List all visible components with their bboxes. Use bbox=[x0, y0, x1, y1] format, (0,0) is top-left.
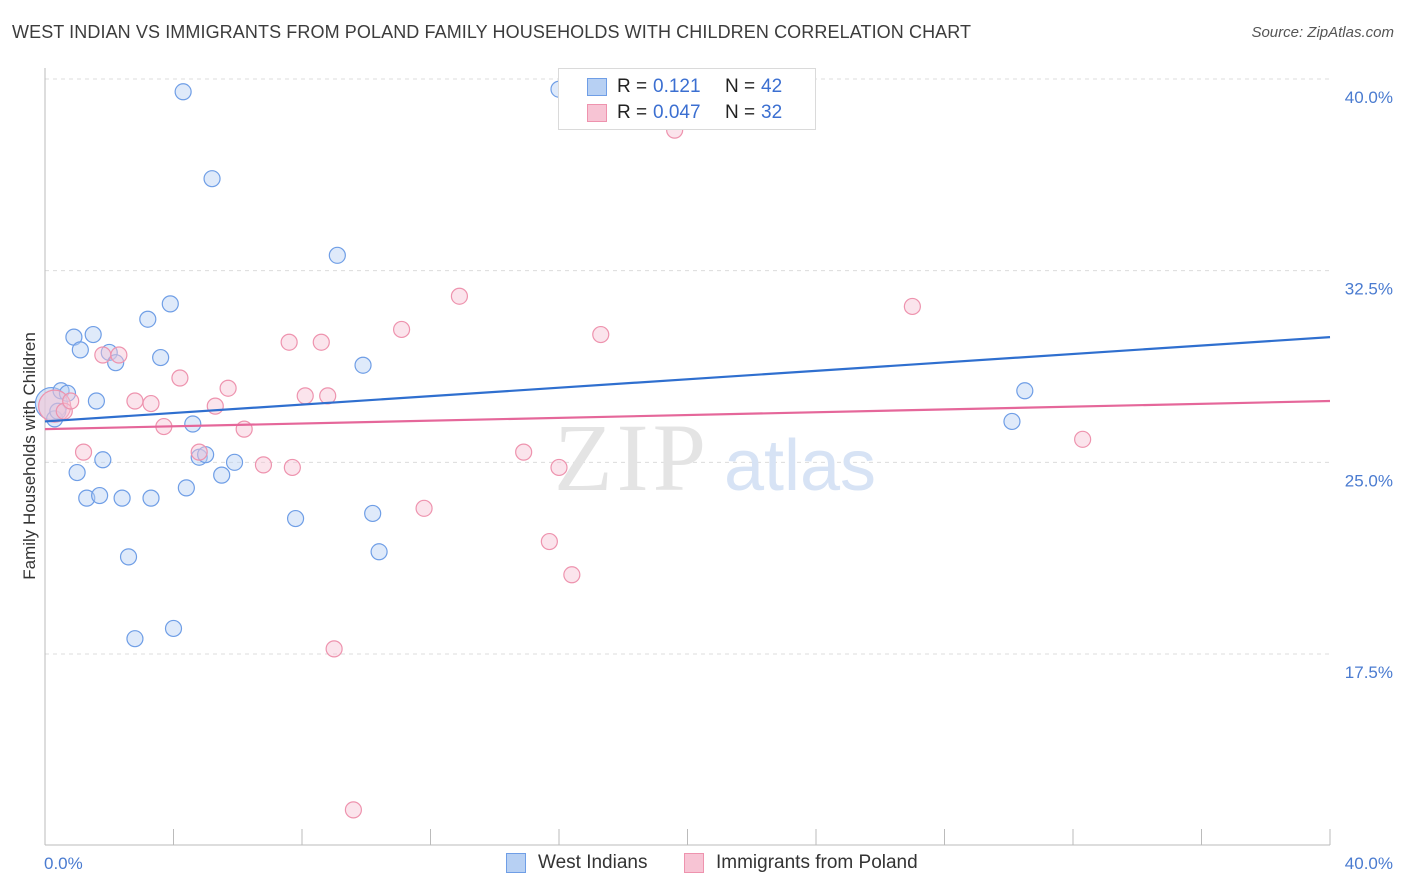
y-tick-label: 25.0% bbox=[1345, 471, 1393, 490]
gridlines bbox=[45, 78, 1330, 655]
poland-point bbox=[94, 346, 112, 364]
west-indians-point bbox=[370, 543, 388, 561]
poland-point bbox=[296, 387, 314, 405]
poland-point bbox=[254, 456, 273, 474]
legend-item-west-indians[interactable]: West Indians bbox=[506, 852, 647, 874]
x-tick-label: 0.0% bbox=[44, 854, 83, 873]
r-value: 0.121 bbox=[653, 76, 701, 97]
r-label: R = bbox=[617, 102, 648, 123]
poland-point bbox=[415, 499, 433, 517]
watermark: ZIP atlas bbox=[554, 404, 876, 511]
poland-point bbox=[74, 443, 93, 461]
series-legend: West Indians Immigrants from Poland bbox=[0, 852, 1406, 878]
poland-trend-line bbox=[44, 399, 1331, 431]
west-indians-point bbox=[174, 83, 192, 101]
n-value: 42 bbox=[761, 76, 783, 97]
west-indians-point bbox=[126, 630, 144, 648]
west-indians-point bbox=[152, 348, 170, 367]
poland-point bbox=[392, 320, 411, 339]
stats-legend-row-poland: R = 0.047 N = 32 bbox=[559, 100, 782, 126]
west-indians-trend-line bbox=[44, 336, 1331, 423]
poland-point bbox=[1074, 430, 1092, 448]
legend-label-west-indians: West Indians bbox=[538, 852, 648, 873]
n-label: N = bbox=[725, 76, 756, 97]
poland-point bbox=[592, 325, 610, 344]
stats-legend-row-west-indians: R = 0.121 N = 42 bbox=[559, 74, 782, 100]
poland-point bbox=[903, 297, 921, 316]
r-value: 0.047 bbox=[653, 102, 701, 123]
y-tick-label: 17.5% bbox=[1345, 663, 1393, 682]
west-indians-point bbox=[68, 463, 86, 482]
west-indians-point bbox=[213, 466, 231, 484]
poland-point bbox=[563, 566, 581, 584]
west-indians-point bbox=[94, 451, 112, 469]
poland-point bbox=[312, 333, 330, 351]
west-indians-point bbox=[164, 619, 183, 638]
west-indians-point bbox=[203, 170, 221, 188]
poland-point bbox=[515, 443, 533, 461]
west-indians-point bbox=[139, 310, 157, 328]
y-tick-label: 32.5% bbox=[1345, 280, 1393, 299]
west-indians-point bbox=[84, 325, 102, 344]
source-credit: Source: ZipAtlas.com bbox=[1251, 24, 1394, 41]
west-indians-point bbox=[364, 504, 382, 523]
watermark-atlas: atlas bbox=[724, 426, 876, 506]
trend-lines bbox=[44, 336, 1331, 431]
west-indians-point bbox=[354, 356, 372, 374]
axes bbox=[44, 68, 1331, 846]
poland-point bbox=[450, 287, 469, 305]
poland-point bbox=[235, 420, 253, 438]
poland-point bbox=[126, 392, 144, 410]
west-indians-point bbox=[1003, 412, 1021, 431]
west-indians-legend-swatch bbox=[506, 853, 526, 873]
west-indians-point bbox=[91, 486, 109, 505]
poland-point bbox=[325, 640, 343, 658]
poland-point bbox=[142, 394, 160, 413]
stats-legend: R = 0.121 N = 42 R = 0.047 N = 32 bbox=[558, 68, 816, 130]
west-indians-point bbox=[119, 548, 138, 566]
poland-point bbox=[344, 801, 362, 819]
west-indians-point bbox=[1016, 382, 1034, 400]
x-tick-label: 40.0% bbox=[1345, 854, 1393, 873]
poland-swatch bbox=[587, 104, 607, 122]
y-tick-label: 40.0% bbox=[1345, 88, 1393, 107]
west-indians-swatch bbox=[587, 78, 607, 96]
watermark-zip: ZIP bbox=[554, 404, 710, 511]
west-indians-point bbox=[286, 509, 305, 528]
west-indians-point bbox=[161, 295, 179, 313]
west-indians-point bbox=[328, 246, 346, 264]
poland-point bbox=[110, 346, 128, 364]
r-label: R = bbox=[617, 76, 648, 97]
tick-labels: 17.5% 25.0% 32.5% 40.0% 0.0% 40.0% bbox=[44, 88, 1393, 873]
west-indians-point bbox=[113, 489, 131, 507]
chart-title: WEST INDIAN VS IMMIGRANTS FROM POLAND FA… bbox=[12, 22, 972, 42]
west-indians-point bbox=[71, 341, 89, 359]
poland-point bbox=[219, 379, 237, 397]
poland-point bbox=[62, 392, 80, 410]
n-label: N = bbox=[725, 102, 756, 123]
west-indians-point bbox=[225, 453, 244, 471]
poland-point bbox=[280, 333, 298, 351]
west-indians-point bbox=[78, 489, 96, 507]
poland-point bbox=[540, 532, 558, 551]
west-indians-point bbox=[87, 392, 106, 410]
west-indians-point bbox=[177, 479, 195, 497]
data-points bbox=[34, 80, 1092, 819]
west-indians-point bbox=[142, 489, 160, 507]
n-value: 32 bbox=[761, 102, 783, 123]
poland-point bbox=[283, 458, 301, 477]
poland-point bbox=[171, 369, 189, 387]
legend-label-poland: Immigrants from Poland bbox=[716, 852, 918, 873]
poland-point bbox=[190, 443, 208, 461]
poland-legend-swatch bbox=[684, 853, 704, 873]
legend-item-poland[interactable]: Immigrants from Poland bbox=[684, 852, 918, 874]
poland-point bbox=[550, 458, 568, 477]
west-indians-point bbox=[184, 415, 202, 433]
